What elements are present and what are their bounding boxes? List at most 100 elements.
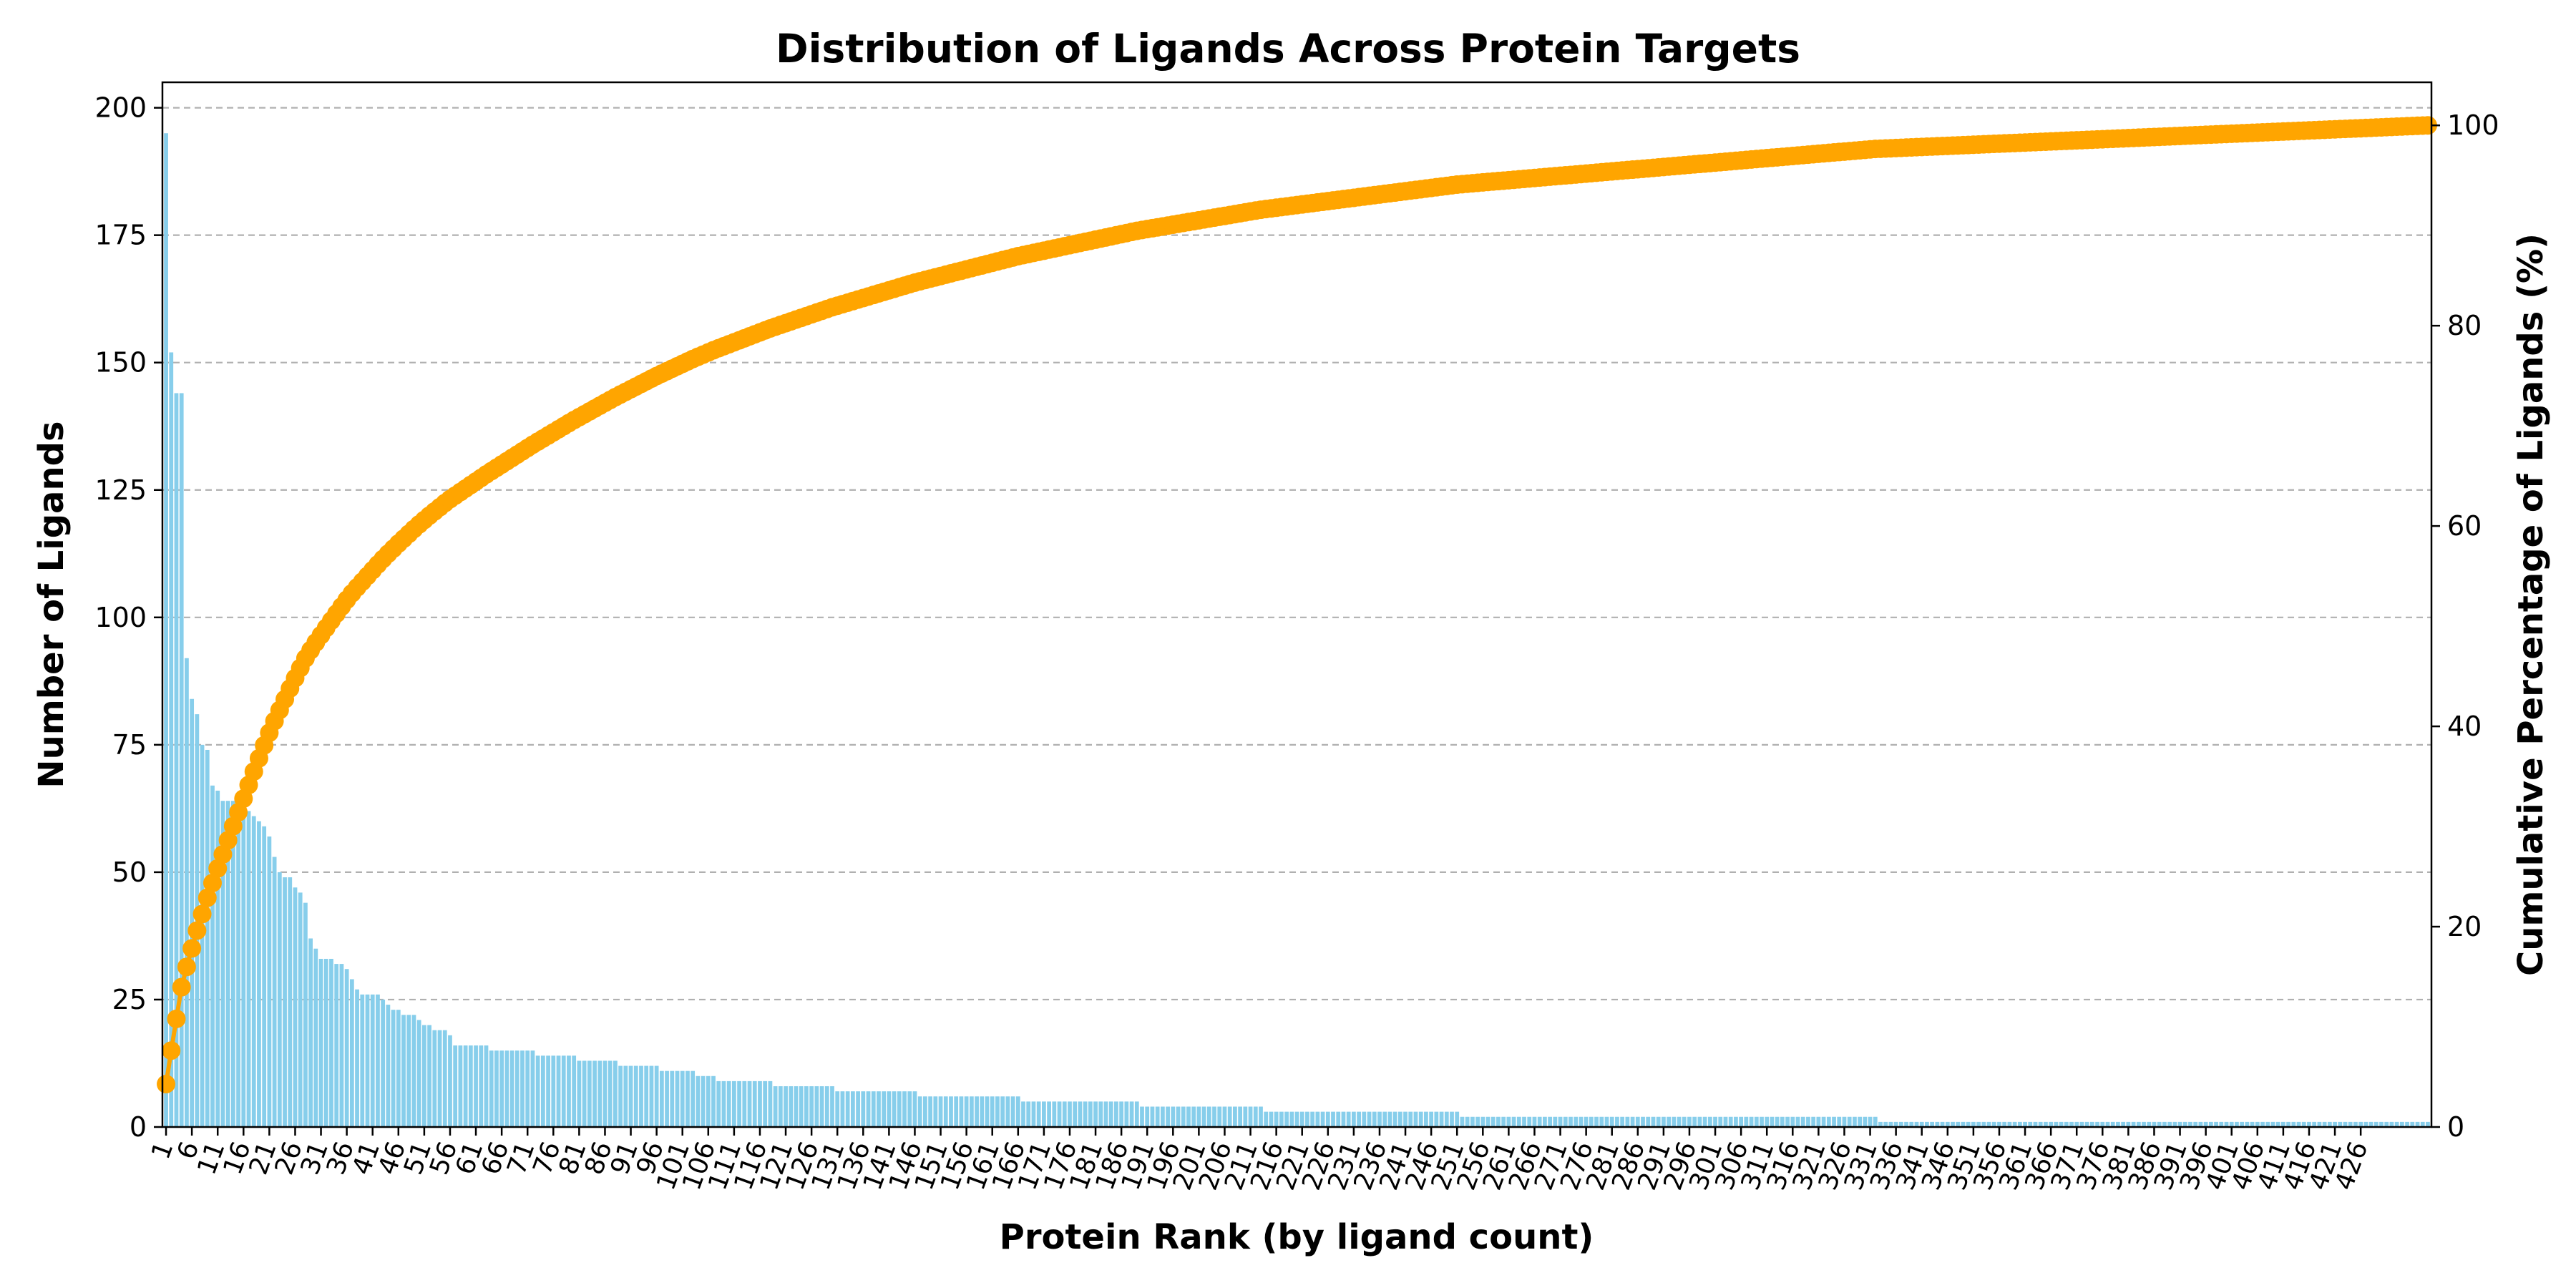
bar-422: [2338, 1121, 2343, 1127]
bar-series: [164, 133, 2430, 1128]
bar-216: [1274, 1111, 1279, 1127]
bar-67: [504, 1050, 509, 1127]
bar-227: [1331, 1111, 1335, 1127]
bar-60: [468, 1045, 473, 1127]
bar-97: [659, 1070, 664, 1127]
bar-274: [1574, 1116, 1579, 1127]
bar-168: [1026, 1101, 1031, 1127]
bar-89: [618, 1065, 623, 1127]
bar-196: [1171, 1106, 1176, 1127]
bar-364: [2038, 1121, 2043, 1127]
bar-19: [257, 821, 261, 1127]
bar-222: [1305, 1111, 1309, 1127]
bar-57: [453, 1045, 458, 1127]
bar-213: [1259, 1106, 1263, 1127]
bar-192: [1150, 1106, 1155, 1127]
bar-132: [840, 1091, 845, 1127]
bar-35: [339, 964, 344, 1127]
bar-395: [2198, 1121, 2203, 1127]
bar-257: [1485, 1116, 1491, 1127]
bar-64: [489, 1050, 494, 1127]
bar-326: [1842, 1116, 1847, 1127]
bar-259: [1496, 1116, 1501, 1127]
bar-194: [1160, 1106, 1165, 1127]
bar-13: [225, 801, 230, 1127]
bar-87: [608, 1060, 613, 1127]
bar-83: [587, 1060, 592, 1127]
bar-229: [1341, 1111, 1346, 1127]
bar-330: [1863, 1116, 1868, 1127]
bar-134: [850, 1091, 855, 1127]
bar-245: [1424, 1111, 1428, 1127]
bar-415: [2301, 1121, 2306, 1127]
y-tick-label-175: 175: [94, 220, 147, 251]
bar-300: [1707, 1116, 1712, 1127]
bar-136: [861, 1091, 866, 1127]
bar-355: [1991, 1121, 1996, 1127]
bar-221: [1299, 1111, 1304, 1127]
bar-205: [1217, 1106, 1222, 1127]
bar-337: [1898, 1121, 1903, 1127]
bar-331: [1868, 1116, 1873, 1127]
grid-lines: [162, 107, 2431, 1001]
bar-417: [2312, 1121, 2317, 1127]
bar-120: [778, 1086, 783, 1127]
y2-tick-label-60: 60: [2447, 510, 2482, 542]
y-tick-label-75: 75: [112, 729, 147, 761]
bar-22: [272, 857, 277, 1127]
bar-197: [1176, 1106, 1181, 1127]
bar-298: [1697, 1116, 1702, 1127]
bar-155: [959, 1096, 964, 1127]
bar-106: [706, 1075, 711, 1127]
bar-379: [2116, 1121, 2120, 1127]
bar-75: [546, 1055, 550, 1127]
bar-105: [701, 1075, 706, 1127]
bar-334: [1883, 1121, 1888, 1127]
bar-349: [1961, 1121, 1966, 1127]
bar-144: [902, 1091, 907, 1127]
x-axis-ticks: 1611162126313641465156616671768186919610…: [146, 1127, 2374, 1194]
bar-86: [602, 1060, 608, 1127]
bar-96: [654, 1065, 659, 1127]
bar-12: [220, 801, 225, 1127]
bar-385: [2147, 1121, 2152, 1127]
bar-21: [267, 836, 272, 1127]
bar-297: [1692, 1116, 1697, 1127]
bar-58: [458, 1045, 463, 1127]
bar-162: [995, 1096, 1000, 1127]
bar-406: [2255, 1121, 2260, 1127]
bar-231: [1351, 1111, 1356, 1127]
bar-171: [1041, 1101, 1046, 1127]
bar-16: [241, 811, 246, 1127]
bar-209: [1238, 1106, 1243, 1127]
bar-343: [1930, 1121, 1935, 1127]
chart-title: Distribution of Ligands Across Protein T…: [776, 26, 1800, 72]
bar-124: [799, 1086, 804, 1127]
bar-72: [530, 1050, 535, 1127]
bar-172: [1047, 1101, 1051, 1127]
bar-200: [1191, 1106, 1196, 1127]
bar-289: [1651, 1116, 1656, 1127]
bar-47: [401, 1015, 406, 1127]
bar-317: [1795, 1116, 1800, 1127]
bar-372: [2079, 1121, 2084, 1127]
bar-352: [1976, 1121, 1981, 1127]
bar-429: [2373, 1121, 2379, 1127]
bar-141: [887, 1091, 892, 1127]
bar-431: [2384, 1121, 2389, 1127]
bar-437: [2415, 1121, 2420, 1127]
bar-71: [525, 1050, 530, 1127]
bar-329: [1858, 1116, 1863, 1127]
bar-121: [784, 1086, 788, 1127]
bar-63: [484, 1045, 489, 1127]
bar-371: [2074, 1121, 2079, 1127]
bar-367: [2054, 1121, 2059, 1127]
bar-283: [1620, 1116, 1625, 1127]
bar-360: [2017, 1121, 2022, 1127]
bar-76: [551, 1055, 556, 1127]
bar-307: [1744, 1116, 1749, 1127]
bar-39: [360, 994, 365, 1127]
bar-182: [1098, 1101, 1103, 1127]
bar-276: [1584, 1116, 1589, 1127]
cumulative-point-6: [182, 939, 202, 958]
